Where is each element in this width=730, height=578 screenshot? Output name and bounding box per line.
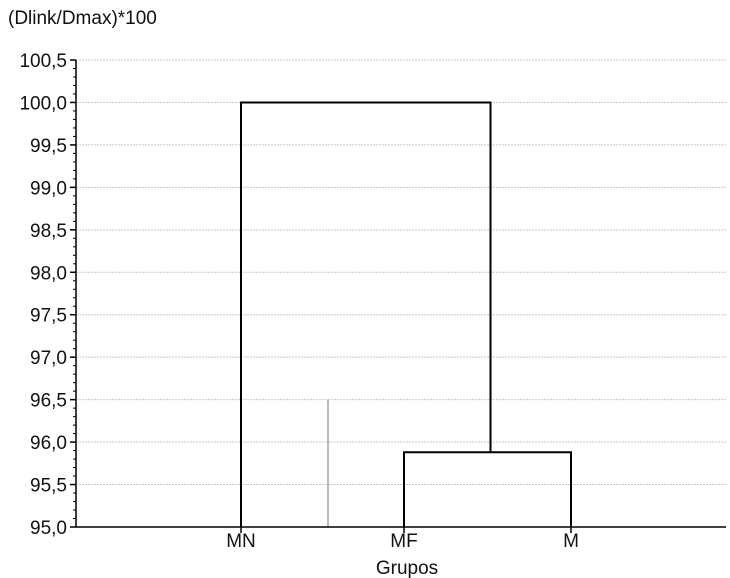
- y-axis-title: (Dlink/Dmax)*100: [8, 8, 157, 29]
- grid-lines: [76, 59, 726, 486]
- y-tick-label: 95,0: [30, 518, 67, 539]
- y-tick-label: 98,5: [30, 221, 67, 242]
- y-tick-label: 96,0: [30, 433, 67, 454]
- y-tick-label: 100,5: [19, 51, 67, 72]
- y-tick-label: 97,5: [30, 306, 67, 327]
- x-tick-label: M: [563, 531, 579, 552]
- y-tick-label: 99,5: [30, 136, 67, 157]
- y-tick-label: 97,0: [30, 348, 67, 369]
- x-axis: MN MF M: [76, 526, 726, 552]
- link-mn-cluster: [240, 101, 492, 527]
- link-mf-m: [403, 451, 572, 527]
- x-tick-label: MF: [390, 531, 417, 552]
- y-tick-label: 96,5: [30, 391, 67, 412]
- x-axis-title: Grupos: [376, 558, 438, 578]
- x-tick-label: MN: [226, 531, 256, 552]
- y-tick-label: 99,0: [30, 178, 67, 199]
- y-tick-label: 95,5: [30, 476, 67, 497]
- dendrogram-links: [240, 101, 572, 527]
- y-tick-label: 100,0: [19, 93, 67, 114]
- y-axis: 95,0 95,5 96,0 96,5 97,0 97,5 98,0 98,5 99,0 99,5…: [19, 51, 77, 539]
- y-tick-label: 98,0: [30, 263, 67, 284]
